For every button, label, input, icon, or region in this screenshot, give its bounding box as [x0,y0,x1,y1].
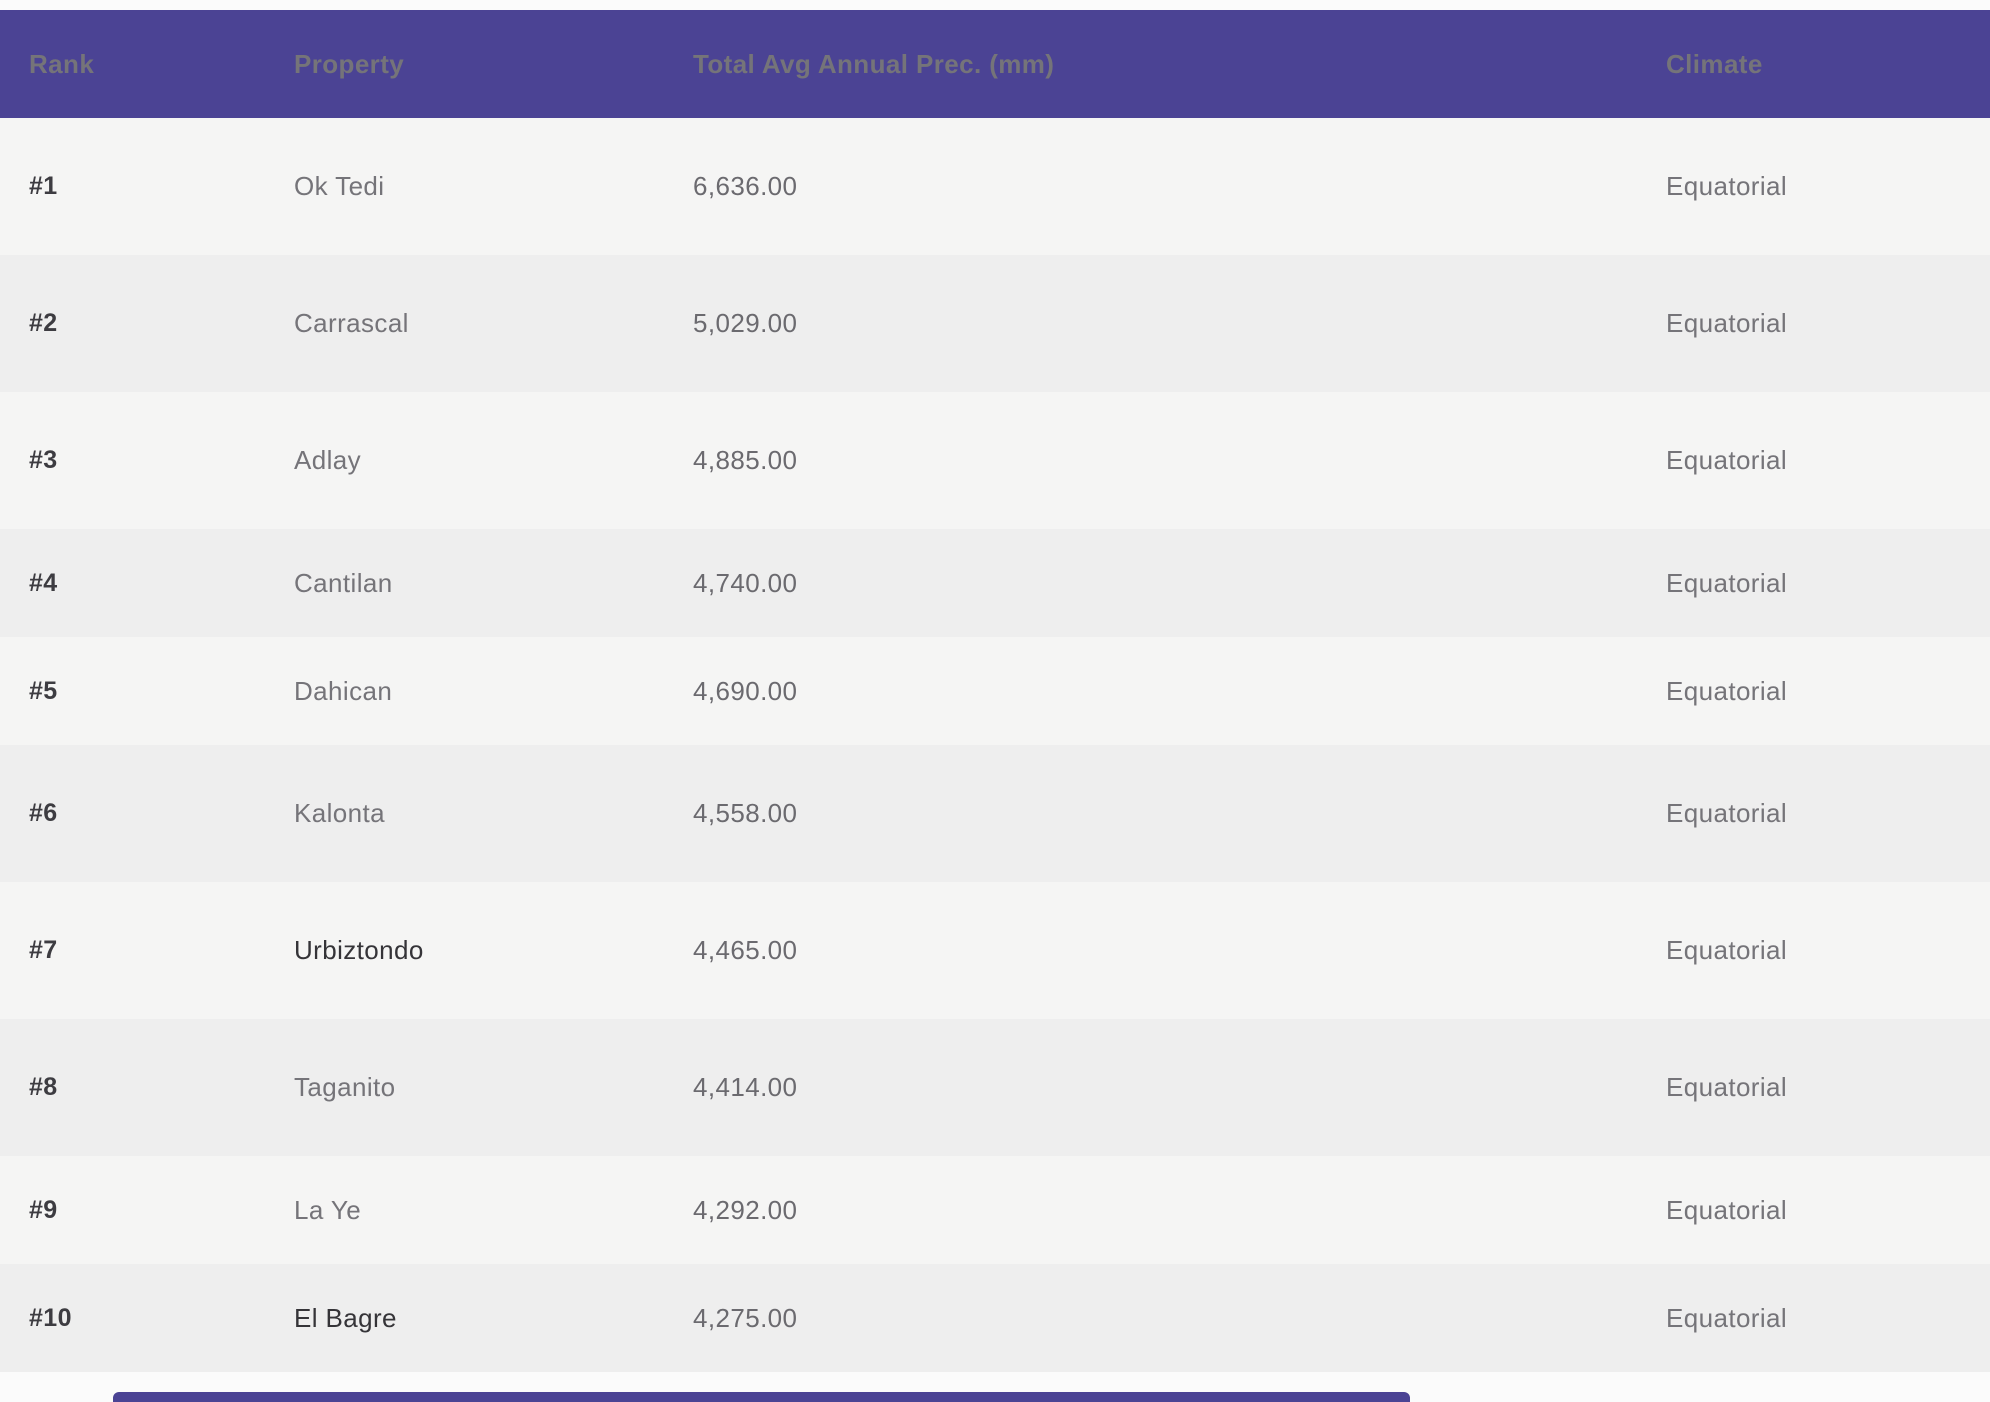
table-row[interactable]: #2 Carrascal 5,029.00 Equatorial [0,255,1990,392]
ranking-table: Rank Property Total Avg Annual Prec. (mm… [0,10,1990,1372]
climate-cell: Equatorial [1666,445,1788,475]
property-cell: Cantilan [294,567,393,598]
rank-cell: #10 [29,1303,72,1332]
property-cell: Kalonta [294,798,385,828]
property-cell: La Ye [294,1194,362,1225]
property-cell: Carrascal [294,308,409,338]
table-row[interactable]: #10 El Bagre 4,275.00 Equatorial [0,1264,1990,1372]
climate-cell: Equatorial [1666,798,1788,828]
table-row[interactable]: #5 Dahican 4,690.00 Equatorial [0,637,1990,745]
rank-cell: #2 [29,309,58,337]
rank-cell: #6 [29,799,58,827]
precipitation-cell: 4,740.00 [693,567,798,598]
table-row[interactable]: #4 Cantilan 4,740.00 Equatorial [0,529,1990,637]
rank-cell: #1 [29,172,58,200]
climate-cell: Equatorial [1666,567,1788,598]
precipitation-cell: 4,558.00 [693,798,798,828]
climate-cell: Equatorial [1666,675,1788,706]
precipitation-cell: 4,690.00 [693,675,798,706]
next-section-header-partial [113,1392,1410,1402]
property-cell: Urbiztondo [294,935,424,965]
table-row[interactable]: #8 Taganito 4,414.00 Equatorial [0,1019,1990,1156]
precipitation-cell: 6,636.00 [693,171,798,201]
table-body: #1 Ok Tedi 6,636.00 Equatorial #2 Carrascal 5,… [0,118,1990,1372]
table-row[interactable]: #3 Adlay 4,885.00 Equatorial [0,392,1990,529]
rank-cell: #7 [29,936,58,964]
column-header-property: Property [294,48,405,79]
property-cell: Ok Tedi [294,171,385,201]
precipitation-cell: 5,029.00 [693,308,798,338]
table-row[interactable]: #9 La Ye 4,292.00 Equatorial [0,1156,1990,1264]
climate-cell: Equatorial [1666,1302,1788,1333]
precipitation-cell: 4,885.00 [693,445,798,475]
rank-cell: #4 [29,568,58,597]
climate-cell: Equatorial [1666,1194,1788,1225]
rank-cell: #9 [29,1195,58,1224]
table-header-row: Rank Property Total Avg Annual Prec. (mm… [0,10,1990,118]
precipitation-cell: 4,275.00 [693,1302,798,1333]
column-header-precipitation: Total Avg Annual Prec. (mm) [693,48,1055,79]
property-cell: Taganito [294,1072,396,1102]
property-cell: Dahican [294,675,393,706]
table-row[interactable]: #6 Kalonta 4,558.00 Equatorial [0,745,1990,882]
column-header-rank: Rank [29,48,95,79]
column-header-climate: Climate [1666,48,1763,79]
climate-cell: Equatorial [1666,1072,1788,1102]
table-row[interactable]: #1 Ok Tedi 6,636.00 Equatorial [0,118,1990,255]
precipitation-cell: 4,414.00 [693,1072,798,1102]
rank-cell: #5 [29,676,58,705]
rank-cell: #8 [29,1073,58,1101]
precipitation-cell: 4,465.00 [693,935,798,965]
rank-cell: #3 [29,446,58,474]
climate-cell: Equatorial [1666,171,1788,201]
table-row[interactable]: #7 Urbiztondo 4,465.00 Equatorial [0,882,1990,1019]
climate-cell: Equatorial [1666,935,1788,965]
property-cell: El Bagre [294,1302,397,1333]
property-cell: Adlay [294,445,362,475]
climate-cell: Equatorial [1666,308,1788,338]
precipitation-cell: 4,292.00 [693,1194,798,1225]
